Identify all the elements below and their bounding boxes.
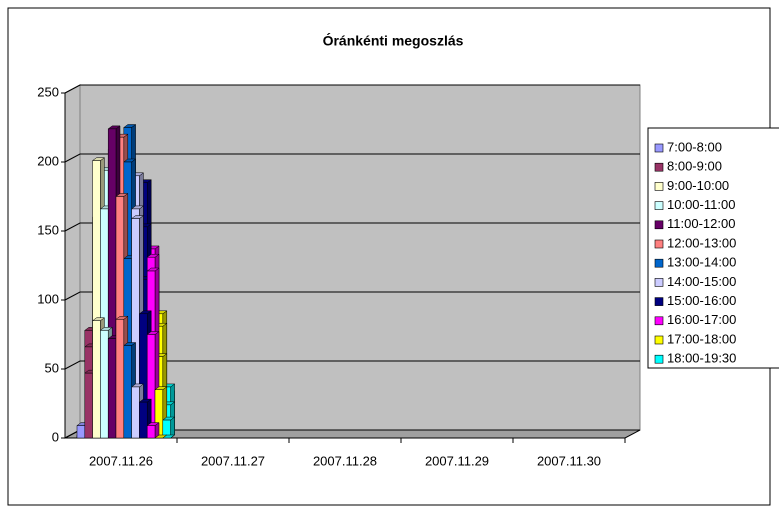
y-tick-label: 50 — [45, 360, 59, 375]
legend-label: 18:00-19:30 — [667, 351, 736, 366]
bar — [107, 338, 117, 439]
legend-swatch — [654, 335, 664, 345]
legend-swatch — [654, 143, 664, 153]
legend-label: 17:00-18:00 — [667, 331, 736, 346]
legend-swatch — [654, 239, 664, 249]
x-tick-label: 2007.11.30 — [537, 453, 601, 468]
y-tick-label: 0 — [52, 429, 59, 444]
x-tick-label: 2007.11.26 — [89, 453, 153, 468]
legend-swatch — [654, 162, 664, 172]
bar — [139, 401, 148, 439]
chart-title: Óránkénti megoszlás — [323, 32, 464, 49]
x-tick-label: 2007.11.29 — [425, 453, 489, 468]
x-tick-label: 2007.11.27 — [201, 453, 265, 468]
legend-swatch — [654, 278, 664, 287]
legend-swatch — [654, 258, 664, 268]
bar — [84, 372, 93, 439]
y-tick-label: 100 — [37, 291, 59, 306]
legend-label: 8:00-9:00 — [667, 159, 722, 174]
bar-top — [162, 434, 176, 439]
legend-label: 9:00-10:00 — [667, 178, 729, 193]
legend-label: 10:00-11:00 — [667, 197, 735, 212]
legend-swatch — [654, 297, 664, 306]
grid-line — [64, 153, 640, 163]
grid-line — [64, 291, 640, 301]
legend-label: 14:00-15:00 — [667, 274, 736, 289]
bar — [115, 319, 125, 439]
legend-swatch — [654, 220, 664, 230]
x-tick-label: 2007.11.28 — [313, 453, 377, 468]
legend-swatch — [654, 316, 664, 326]
bar — [92, 320, 101, 439]
grid-line — [64, 360, 640, 370]
legend-label: 13:00-14:00 — [667, 255, 736, 270]
legend-swatch — [654, 354, 664, 364]
y-tick-label: 150 — [37, 222, 59, 237]
bar — [146, 425, 156, 439]
bar — [100, 330, 109, 439]
y-tick-label: 250 — [37, 84, 59, 99]
legend-swatch — [654, 182, 664, 191]
legend-label: 15:00-16:00 — [667, 293, 736, 308]
legend-label: 12:00-13:00 — [667, 235, 736, 250]
legend-label: 7:00-8:00 — [667, 139, 722, 154]
legend-label: 16:00-17:00 — [667, 312, 736, 327]
grid-line — [64, 222, 640, 232]
legend-swatch — [654, 201, 664, 210]
bar — [123, 345, 132, 439]
bar — [76, 425, 86, 439]
bar — [131, 386, 140, 439]
grid-line — [64, 84, 640, 94]
legend — [647, 127, 779, 369]
legend-label: 11:00-12:00 — [667, 216, 735, 231]
y-tick-label: 200 — [37, 153, 59, 168]
side-wall — [64, 84, 81, 439]
